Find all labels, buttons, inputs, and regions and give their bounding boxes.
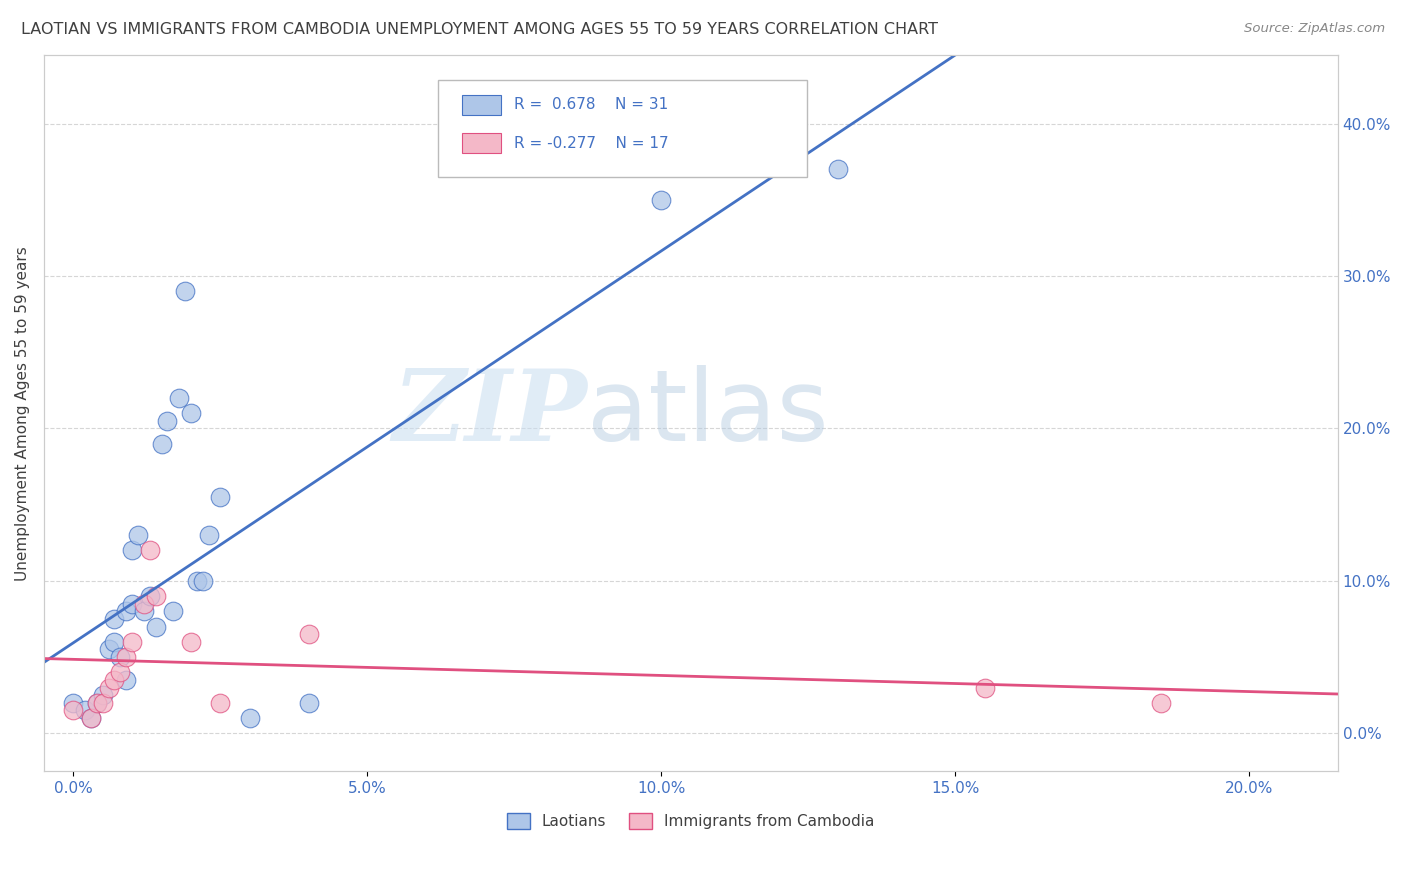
Text: atlas: atlas bbox=[588, 365, 830, 462]
Point bbox=[174, 285, 197, 299]
Point bbox=[110, 665, 132, 680]
Point bbox=[297, 627, 319, 641]
Point bbox=[209, 696, 232, 710]
Point bbox=[973, 681, 995, 695]
Point bbox=[62, 703, 84, 717]
Text: R =  0.678    N = 31: R = 0.678 N = 31 bbox=[513, 97, 668, 112]
Point bbox=[86, 696, 108, 710]
Point bbox=[86, 696, 108, 710]
Legend: Laotians, Immigrants from Cambodia: Laotians, Immigrants from Cambodia bbox=[501, 807, 882, 835]
Point bbox=[167, 391, 190, 405]
Point bbox=[145, 589, 167, 603]
Point bbox=[150, 436, 173, 450]
Point bbox=[827, 162, 849, 177]
Point bbox=[139, 543, 162, 558]
Point bbox=[121, 543, 143, 558]
FancyBboxPatch shape bbox=[439, 80, 807, 177]
Point bbox=[115, 650, 138, 665]
Point bbox=[180, 406, 202, 420]
Point bbox=[80, 711, 103, 725]
Point bbox=[145, 619, 167, 633]
Point bbox=[97, 642, 120, 657]
Point bbox=[103, 673, 125, 687]
Text: ZIP: ZIP bbox=[392, 365, 588, 461]
Text: Source: ZipAtlas.com: Source: ZipAtlas.com bbox=[1244, 22, 1385, 36]
Point bbox=[80, 711, 103, 725]
Point bbox=[132, 597, 155, 611]
Point bbox=[103, 612, 125, 626]
Point bbox=[132, 604, 155, 618]
Point bbox=[197, 528, 219, 542]
Point bbox=[97, 681, 120, 695]
Point bbox=[162, 604, 184, 618]
Point bbox=[139, 589, 162, 603]
Point bbox=[62, 696, 84, 710]
Point bbox=[73, 703, 96, 717]
Point bbox=[121, 597, 143, 611]
Text: LAOTIAN VS IMMIGRANTS FROM CAMBODIA UNEMPLOYMENT AMONG AGES 55 TO 59 YEARS CORRE: LAOTIAN VS IMMIGRANTS FROM CAMBODIA UNEM… bbox=[21, 22, 938, 37]
Text: R = -0.277    N = 17: R = -0.277 N = 17 bbox=[513, 136, 668, 151]
Bar bbox=[461, 133, 501, 153]
Point bbox=[209, 490, 232, 504]
Point bbox=[127, 528, 149, 542]
Point bbox=[91, 688, 114, 702]
Y-axis label: Unemployment Among Ages 55 to 59 years: Unemployment Among Ages 55 to 59 years bbox=[15, 246, 30, 581]
Point bbox=[239, 711, 262, 725]
Point bbox=[186, 574, 208, 588]
Point bbox=[103, 635, 125, 649]
Point bbox=[115, 673, 138, 687]
Point bbox=[180, 635, 202, 649]
Point bbox=[1150, 696, 1173, 710]
Point bbox=[191, 574, 214, 588]
Point bbox=[91, 696, 114, 710]
Point bbox=[156, 414, 179, 428]
Point bbox=[121, 635, 143, 649]
Point bbox=[650, 193, 672, 207]
Point bbox=[110, 650, 132, 665]
Bar bbox=[461, 95, 501, 114]
Point bbox=[115, 604, 138, 618]
Point bbox=[297, 696, 319, 710]
